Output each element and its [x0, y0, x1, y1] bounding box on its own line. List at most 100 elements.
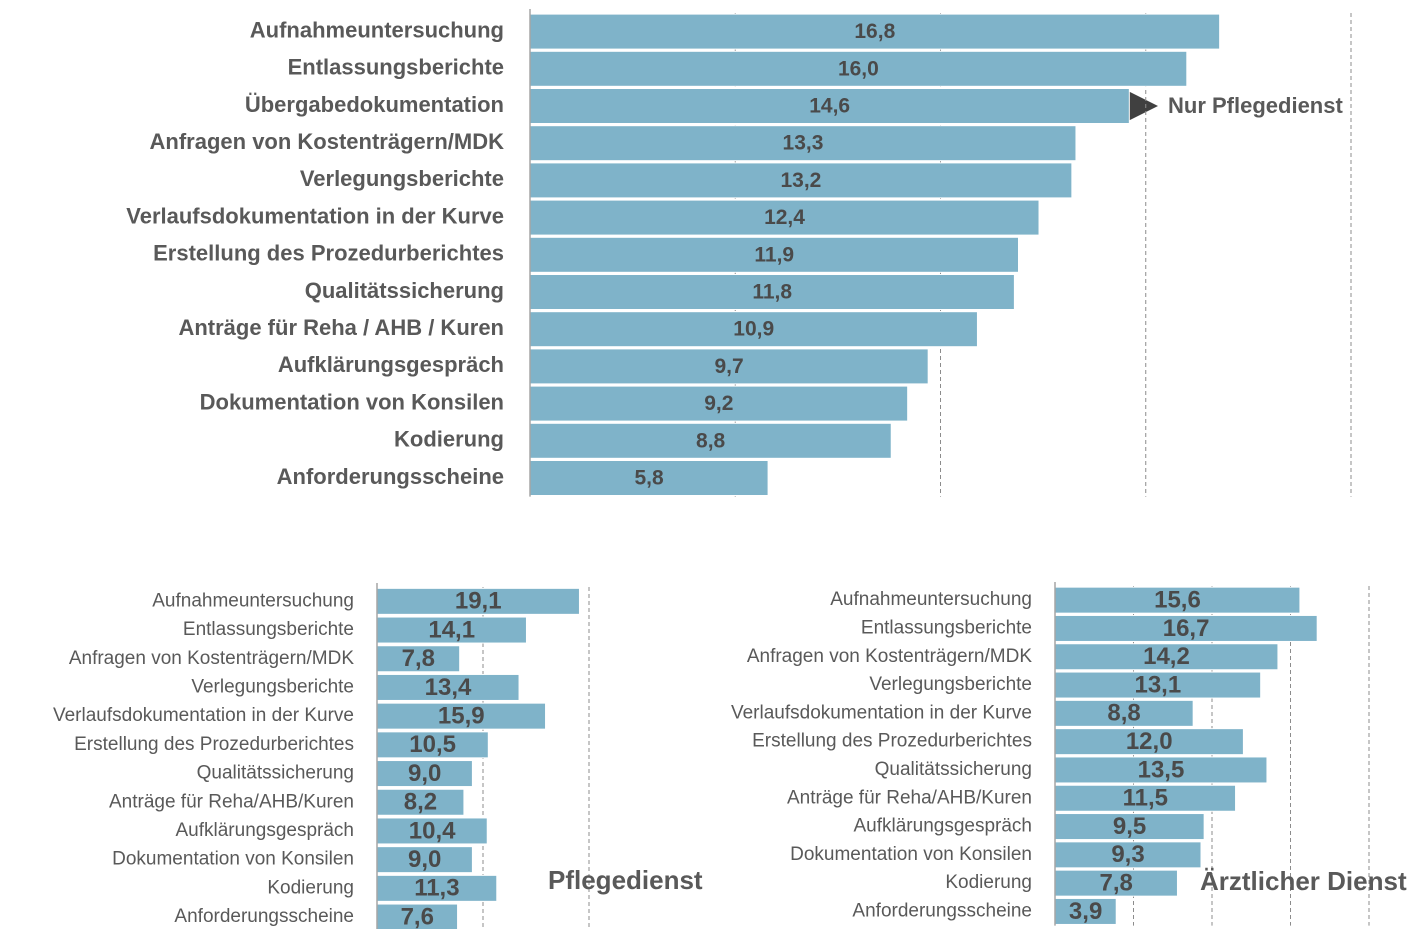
value-label: 9,5 [1113, 813, 1146, 840]
category-label: Kodierung [945, 872, 1032, 893]
value-label: 16,8 [854, 20, 895, 43]
category-label: Entlassungsberichte [861, 617, 1032, 638]
bar [1054, 614, 1318, 642]
bar [1054, 728, 1244, 756]
category-label: Aufklärungsgespräch [176, 820, 355, 841]
category-label: Erstellung des Prozedurberichtes [752, 731, 1032, 752]
bar [376, 874, 498, 902]
category-label: Qualitätssicherung [875, 759, 1032, 780]
value-label: 8,8 [696, 429, 726, 452]
bar [529, 274, 1015, 310]
bar [529, 13, 1221, 50]
category-label: Verlaufsdokumentation in der Kurve [126, 203, 504, 228]
category-label: Erstellung des Prozedurberichtes [153, 241, 504, 266]
bar [376, 760, 473, 788]
category-label: Verlaufsdokumentation in der Kurve [731, 702, 1032, 723]
bar [529, 348, 929, 385]
bar [529, 236, 1019, 273]
value-label: 9,0 [408, 760, 441, 787]
category-label: Aufklärungsgespräch [278, 352, 504, 377]
bar [529, 385, 909, 422]
bar [376, 903, 459, 929]
value-label: 9,0 [408, 846, 441, 873]
bar [376, 788, 465, 816]
category-label: Dokumentation von Konsilen [200, 389, 504, 414]
value-label: 5,8 [634, 467, 664, 490]
bar [529, 422, 892, 459]
bar [529, 162, 1073, 199]
value-label: 3,9 [1069, 898, 1102, 925]
category-label: Anfragen von Kostenträgern/MDK [150, 129, 505, 154]
value-label: 9,7 [714, 355, 743, 378]
bar [529, 88, 1130, 124]
category-label: Qualitätssicherung [305, 278, 504, 303]
bar [1054, 643, 1279, 671]
category-label: Aufnahmeuntersuchung [250, 17, 504, 42]
chart-title: Ärztlicher Dienst [1200, 866, 1407, 896]
value-label: 10,9 [733, 318, 774, 341]
value-label: 8,8 [1107, 700, 1140, 727]
category-label: Aufnahmeuntersuchung [830, 589, 1032, 610]
category-label: Entlassungsberichte [288, 55, 504, 80]
value-label: 10,5 [409, 731, 456, 758]
category-label: Übergabedokumentation [245, 92, 504, 117]
bar [529, 125, 1077, 162]
value-label: 11,3 [414, 875, 459, 902]
category-label: Anfragen von Kostenträgern/MDK [69, 648, 354, 669]
value-label: 12,4 [764, 206, 805, 229]
value-label: 13,5 [1138, 756, 1185, 783]
bar [529, 311, 978, 348]
value-label: 14,1 [428, 616, 475, 643]
value-label: 9,2 [704, 392, 733, 415]
category-label: Entlassungsberichte [183, 619, 354, 640]
bar [1054, 897, 1117, 925]
value-label: 19,1 [455, 588, 502, 615]
value-label: 11,8 [752, 281, 792, 304]
category-label: Anforderungsscheine [852, 900, 1032, 921]
bar [376, 645, 461, 673]
category-label: Aufklärungsgespräch [854, 816, 1033, 837]
category-label: Anforderungsscheine [277, 464, 504, 489]
bar [1054, 841, 1202, 869]
bar [376, 673, 520, 701]
value-label: 14,2 [1143, 643, 1190, 670]
value-label: 11,5 [1123, 785, 1168, 812]
value-label: 14,6 [809, 95, 850, 118]
category-label: Verlegungsberichte [300, 166, 504, 191]
value-label: 11,9 [754, 243, 794, 266]
category-label: Anträge für Reha/AHB/Kuren [109, 791, 354, 812]
value-label: 15,9 [438, 702, 485, 729]
category-label: Kodierung [267, 877, 354, 898]
bar [376, 731, 489, 759]
category-label: Verlegungsberichte [869, 674, 1032, 695]
value-label: 12,0 [1126, 728, 1173, 755]
value-label: 13,1 [1134, 671, 1181, 698]
category-label: Anträge für Reha/AHB/Kuren [787, 787, 1032, 808]
category-label: Dokumentation von Konsilen [790, 844, 1032, 865]
category-label: Erstellung des Prozedurberichtes [74, 734, 354, 755]
bar [1054, 869, 1178, 897]
value-label: 16,7 [1163, 615, 1210, 642]
value-label: 7,8 [1100, 869, 1133, 896]
category-label: Anforderungsscheine [174, 906, 354, 927]
bar [1054, 784, 1237, 812]
value-label: 15,6 [1154, 586, 1201, 613]
value-label: 13,2 [780, 169, 821, 192]
category-label: Verlegungsberichte [191, 676, 354, 697]
category-label: Qualitätssicherung [197, 763, 354, 784]
value-label: 10,4 [409, 817, 456, 844]
bar [529, 199, 1040, 236]
category-label: Anträge für Reha / AHB / Kuren [178, 315, 504, 340]
bar [376, 587, 580, 615]
category-label: Dokumentation von Konsilen [112, 849, 354, 870]
value-label: 16,0 [838, 57, 879, 80]
bar [376, 846, 473, 874]
value-label: 7,8 [402, 645, 435, 672]
category-label: Aufnahmeuntersuchung [152, 590, 354, 611]
category-label: Verlaufsdokumentation in der Kurve [53, 705, 354, 726]
annotation: Nur Pflegedienst [1168, 93, 1343, 118]
value-label: 13,4 [425, 674, 472, 701]
value-label: 9,3 [1111, 841, 1144, 868]
